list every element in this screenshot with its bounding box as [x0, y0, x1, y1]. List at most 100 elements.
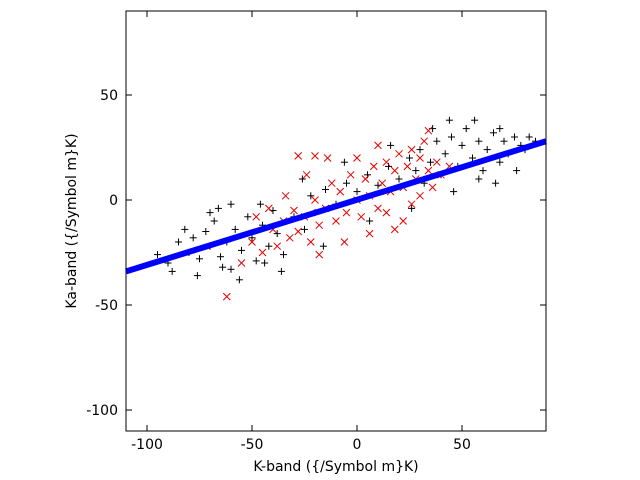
plus-point: [427, 158, 434, 166]
plus-point: [322, 186, 329, 193]
cross-point: [382, 208, 391, 217]
cross-point: [432, 158, 441, 167]
cross-point: [327, 179, 336, 188]
plus-point: [496, 158, 504, 166]
cross-point: [264, 204, 273, 213]
x-axis-title: K-band ({/Symbol m}K): [253, 459, 418, 475]
plus-point: [492, 179, 500, 187]
cross-point: [336, 187, 345, 196]
x-tick-label: -100: [131, 437, 163, 453]
x-tick-label: 50: [453, 437, 471, 453]
cross-point: [407, 145, 416, 154]
plus-point: [235, 276, 243, 284]
plus-point: [471, 116, 479, 124]
cross-point: [323, 154, 332, 162]
plus-point: [301, 225, 308, 233]
cross-point: [294, 227, 303, 236]
y-tick-label: -50: [95, 298, 118, 314]
plus-point: [475, 137, 483, 145]
y-tick-label: -100: [86, 403, 118, 419]
cross-point: [237, 259, 246, 267]
cross-point: [361, 175, 370, 183]
plus-point: [525, 133, 533, 141]
cross-point: [378, 179, 387, 188]
y-tick-label: 0: [109, 193, 118, 209]
plus-point: [343, 179, 350, 187]
cross-point: [285, 233, 294, 242]
plus-point: [416, 146, 424, 154]
fit-line-layer: [125, 138, 547, 275]
data-points: [154, 116, 539, 301]
plus-point: [513, 167, 521, 175]
cross-point: [342, 208, 351, 217]
plus-point: [462, 125, 470, 133]
cross-point: [315, 221, 324, 230]
cross-point: [311, 152, 319, 160]
plus-point: [261, 259, 269, 267]
cross-point: [390, 225, 399, 234]
plus-point: [252, 257, 260, 265]
plus-point: [479, 167, 487, 175]
plus-point: [280, 251, 287, 259]
plus-point: [168, 267, 176, 275]
plus-point: [448, 133, 455, 141]
plus-point: [273, 230, 281, 238]
plus-point: [244, 213, 252, 221]
cross-point: [374, 204, 382, 213]
plus-point: [196, 255, 203, 263]
cross-point: [290, 206, 298, 215]
plus-point: [154, 251, 161, 259]
cross-point: [273, 242, 282, 251]
plus-point: [387, 141, 395, 149]
cross-point: [332, 217, 340, 225]
cross-point: [340, 238, 349, 246]
plus-point: [433, 137, 441, 145]
x-tick-label: -50: [241, 437, 264, 453]
plus-point: [490, 129, 497, 137]
plus-point: [500, 137, 508, 145]
plus-point: [210, 217, 218, 225]
cross-point: [403, 162, 412, 171]
cross-point: [424, 166, 433, 175]
plus-point: [458, 141, 466, 149]
cross-point: [407, 200, 416, 209]
plus-point: [193, 272, 201, 280]
plus-point: [340, 158, 348, 166]
plus-point: [227, 200, 235, 208]
plus-point: [217, 253, 224, 261]
cross-point: [374, 141, 382, 150]
plus-point: [307, 192, 315, 200]
plus-point: [214, 204, 222, 212]
plus-point: [483, 146, 491, 154]
cross-point: [416, 191, 424, 200]
plus-point: [408, 204, 416, 212]
cross-point: [302, 170, 311, 179]
plus-point: [202, 228, 210, 235]
cross-point: [357, 212, 366, 221]
plot-frame: [125, 10, 547, 432]
y-tick-label: 50: [100, 88, 118, 104]
cross-point: [424, 126, 433, 135]
plus-point: [445, 116, 453, 124]
cross-point: [281, 191, 290, 200]
cross-point: [369, 162, 378, 171]
plus-point: [238, 246, 245, 254]
plus-point: [277, 267, 285, 275]
plus-point: [227, 265, 235, 273]
plus-point: [353, 188, 361, 196]
cross-point: [248, 238, 256, 246]
plus-point: [181, 225, 189, 233]
plus-point: [441, 150, 449, 158]
plus-point: [450, 188, 458, 196]
cross-point: [346, 170, 355, 179]
plus-point: [511, 133, 518, 141]
cross-point: [395, 149, 403, 158]
cross-point: [399, 217, 408, 225]
plus-point: [206, 209, 214, 217]
cross-point: [365, 229, 374, 238]
plus-point: [475, 175, 483, 183]
x-tick-label: 0: [353, 437, 362, 453]
plus-point: [231, 225, 239, 233]
cross-point: [428, 183, 437, 192]
